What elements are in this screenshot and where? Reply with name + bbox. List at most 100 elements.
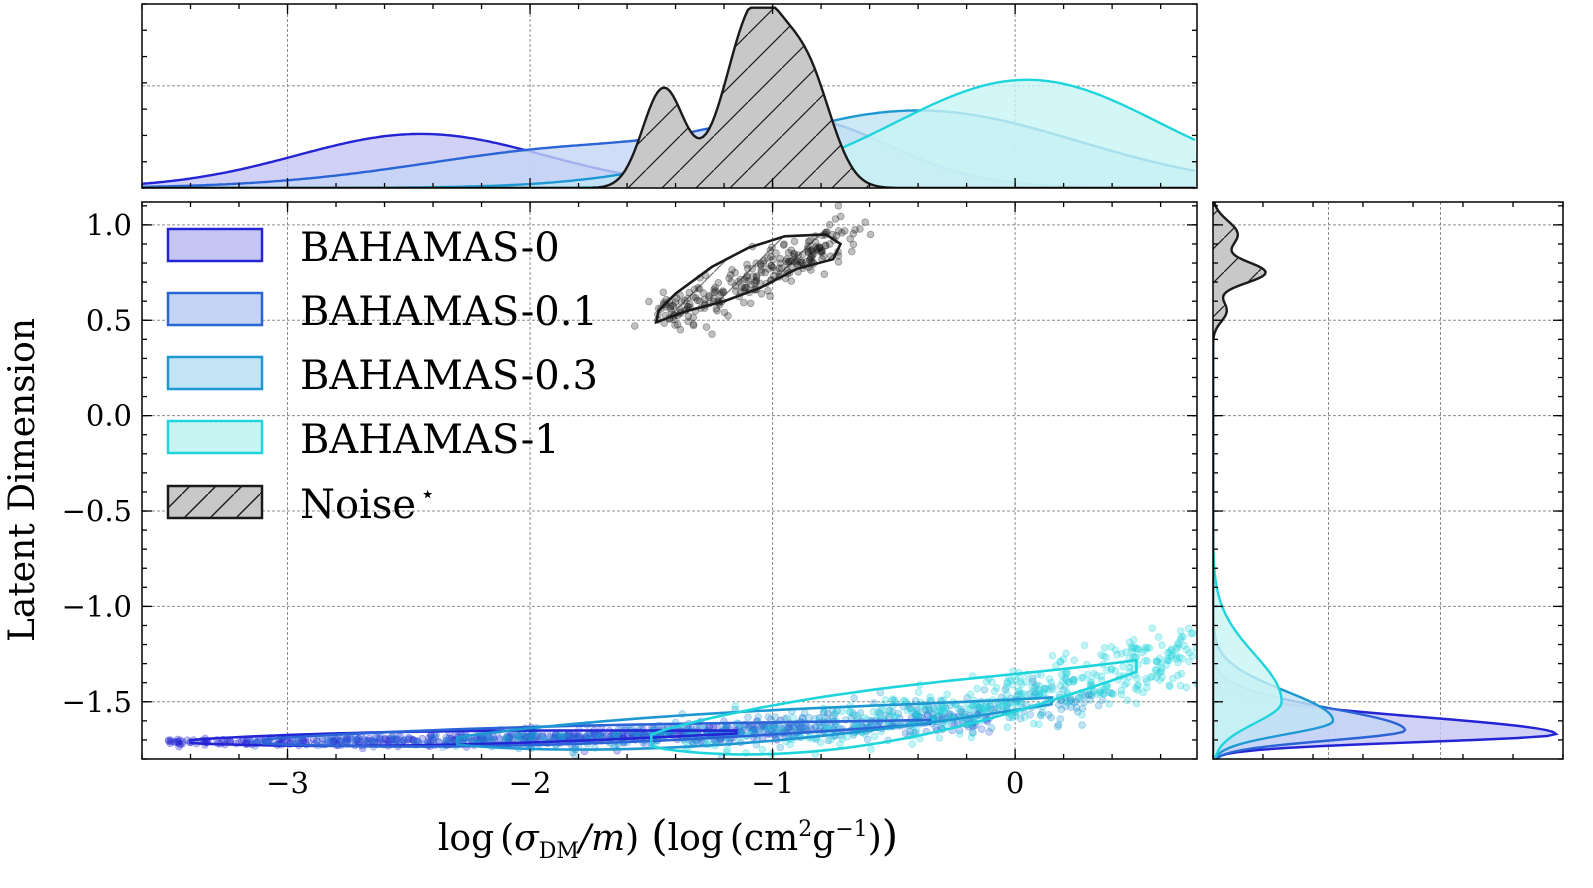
scatter-point-3 [1152, 673, 1161, 682]
scatter-point-3 [1123, 696, 1132, 705]
scatter-point-2 [745, 723, 754, 732]
scatter-point-3 [1093, 690, 1101, 699]
xlabel-open1: ( [500, 818, 514, 859]
scatter-point-0 [363, 736, 372, 745]
top-fill-3 [142, 79, 1197, 188]
scatter-point-3 [1169, 674, 1177, 683]
scatter-point-0 [383, 736, 392, 745]
scatter-point-0 [375, 733, 384, 742]
xlabel-log1: log [438, 818, 494, 859]
scatter-point-1 [349, 735, 357, 744]
scatter-point-2 [1001, 685, 1010, 694]
scatter-point-2 [987, 724, 996, 732]
scatter-point-3 [1011, 675, 1020, 684]
scatter-point-0 [174, 737, 182, 746]
scatter-point-3 [1061, 674, 1070, 683]
scatter-point-3 [1120, 681, 1129, 689]
scatter-point-1 [368, 736, 377, 745]
scatter-point-3 [1111, 667, 1120, 675]
legend-swatch-noise-hatch [167, 485, 263, 519]
scatter-point-3 [1079, 673, 1087, 682]
scatter-point-3 [1183, 645, 1191, 654]
scatter-point-0 [354, 734, 363, 743]
scatter-point-4 [831, 215, 840, 223]
scatter-point-1 [986, 702, 994, 710]
scatter-point-3 [1092, 671, 1101, 680]
scatter-point-2 [1031, 683, 1039, 692]
scatter-point-3 [1133, 674, 1141, 683]
scatter-point-0 [170, 737, 179, 746]
scatter-point-2 [514, 732, 523, 740]
scatter-point-3 [1070, 656, 1078, 664]
scatter-point-0 [785, 723, 794, 731]
scatter-point-0 [445, 734, 454, 742]
scatter-point-2 [776, 743, 785, 752]
scatter-point-3 [1117, 649, 1126, 658]
scatter-point-1 [428, 734, 436, 743]
scatter-point-2 [1074, 693, 1083, 702]
scatter-point-2 [1078, 691, 1087, 700]
scatter-point-3 [1188, 652, 1197, 660]
scatter-point-3 [1002, 690, 1011, 698]
scatter-point-1 [912, 710, 920, 719]
scatter-point-0 [563, 732, 572, 741]
scatter-point-3 [1016, 678, 1025, 686]
scatter-point-0 [172, 738, 180, 746]
legend-swatch-bahamas-0 [166, 227, 264, 263]
scatter-point-1 [526, 732, 535, 740]
scatter-point-3 [786, 740, 795, 749]
scatter-point-3 [914, 688, 923, 696]
scatter-point-4 [766, 292, 774, 301]
scatter-point-2 [848, 709, 857, 717]
scatter-point-1 [750, 724, 759, 733]
xlabel-close1: ) [625, 818, 639, 859]
scatter-point-1 [945, 710, 953, 719]
scatter-point-3 [1062, 649, 1070, 658]
scatter-point-3 [826, 736, 835, 744]
scatter-point-3 [927, 706, 935, 714]
scatter-point-0 [336, 737, 345, 745]
scatter-point-4 [724, 312, 732, 320]
scatter-point-3 [1141, 656, 1149, 665]
scatter-point-3 [1065, 678, 1073, 686]
scatter-point-3 [1097, 651, 1105, 659]
scatter-point-0 [521, 732, 530, 740]
scatter-point-2 [958, 708, 967, 717]
scatter-point-3 [789, 713, 797, 722]
scatter-point-2 [1026, 689, 1034, 698]
scatter-point-3 [846, 708, 855, 716]
scatter-point-4 [849, 229, 858, 238]
contour-3 [650, 658, 1138, 756]
scatter-point-3 [1162, 661, 1171, 669]
scatter-point-3 [1076, 694, 1084, 702]
scatter-point-2 [974, 704, 982, 712]
scatter-point-3 [1069, 677, 1078, 685]
scatter-point-1 [323, 736, 332, 745]
scatter-point-2 [771, 713, 780, 721]
legend-label-bahamas-0.1: BAHAMAS-0.1 [300, 289, 598, 335]
scatter-point-3 [1040, 684, 1049, 693]
scatter-point-2 [1056, 715, 1065, 723]
scatter-point-0 [514, 731, 523, 740]
scatter-point-3 [1061, 682, 1070, 691]
scatter-point-2 [1059, 685, 1068, 694]
xlabel-log2: log [668, 818, 724, 859]
scatter-point-3 [1122, 679, 1131, 687]
scatter-point-2 [790, 723, 799, 732]
scatter-point-3 [1139, 688, 1147, 697]
legend-label-bahamas-0.3: BAHAMAS-0.3 [300, 353, 598, 399]
scatter-point-2 [1057, 705, 1066, 713]
scatter-point-3 [1017, 689, 1026, 698]
scatter-point-3 [1080, 641, 1089, 650]
scatter-point-3 [1141, 646, 1149, 654]
scatter-point-3 [870, 732, 879, 741]
scatter-point-0 [390, 735, 399, 744]
scatter-point-2 [987, 705, 995, 713]
scatter-point-2 [754, 713, 763, 721]
contour-2 [456, 696, 1053, 751]
scatter-point-2 [1087, 691, 1096, 700]
scatter-point-3 [988, 678, 996, 686]
scatter-point-4 [849, 240, 858, 249]
scatter-point-3 [908, 740, 917, 748]
